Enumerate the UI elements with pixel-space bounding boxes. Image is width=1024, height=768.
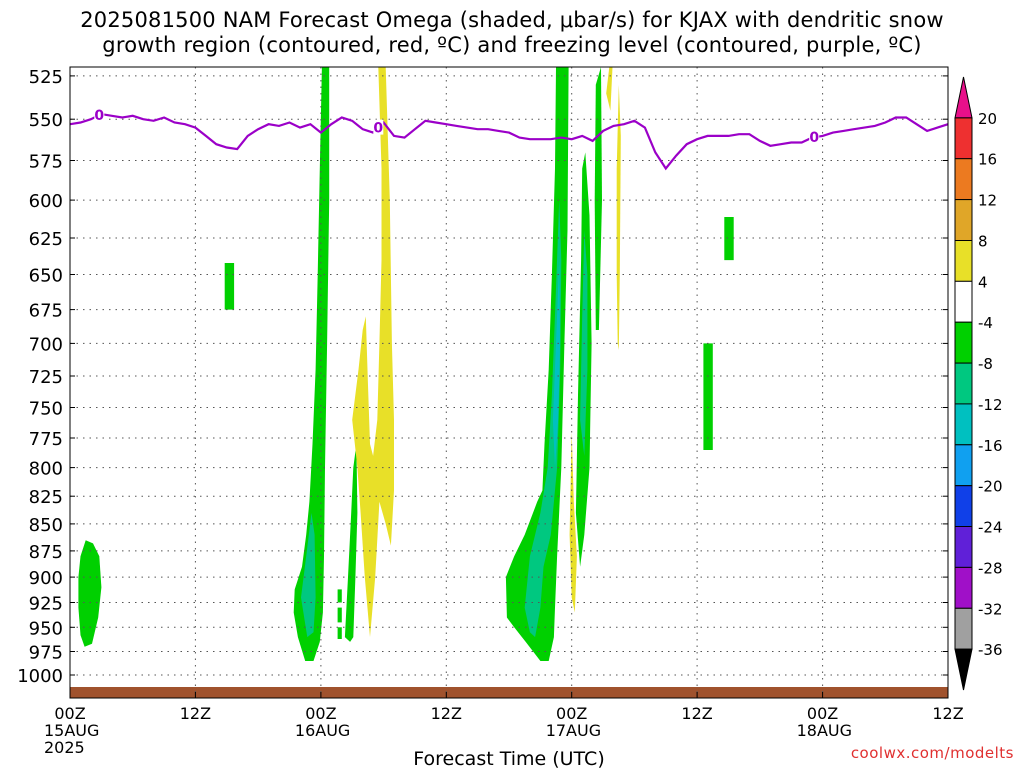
- legend-band-3: [954, 199, 973, 242]
- contour-label-bg: [809, 129, 820, 145]
- y-tick-label: 825: [29, 487, 63, 508]
- legend-label: -12: [978, 396, 1003, 414]
- x-tick-label: 00Z: [556, 704, 587, 723]
- legend-label: 8: [978, 233, 988, 251]
- title-line-2: growth region (contoured, red, ºC) and f…: [102, 33, 922, 57]
- legend-label: 12: [978, 192, 997, 210]
- x-tick-label: 2025: [44, 738, 85, 757]
- y-tick-label: 750: [29, 399, 63, 420]
- x-tick-label: 12Z: [932, 704, 963, 723]
- omega-region-9: [505, 67, 569, 661]
- x-tick-label: 12Z: [431, 704, 462, 723]
- legend-band-6: [954, 321, 973, 364]
- omega-region-4: [337, 589, 342, 603]
- legend-band-13: [954, 607, 973, 650]
- y-axis: 525 550 575 600 625 650 675 700 725 750 775 800 825 8…: [17, 67, 948, 687]
- x-tick-label: 15AUG: [44, 721, 99, 740]
- y-tick-label: 525: [29, 67, 63, 88]
- x-tick-label: 18AUG: [797, 721, 852, 740]
- y-tick-label: 775: [29, 429, 63, 450]
- freezing-level-line: [70, 112, 948, 171]
- freezing-level-label: 0: [373, 121, 383, 137]
- legend-band-5: [954, 280, 973, 323]
- x-tick-label: 00Z: [807, 704, 838, 723]
- legend-label: -20: [978, 478, 1003, 496]
- omega-region-11: [552, 260, 561, 468]
- y-tick-label: 575: [29, 152, 63, 173]
- y-tick-label: 900: [29, 568, 63, 589]
- omega-region-19: [703, 343, 713, 450]
- y-tick-label: 950: [29, 618, 63, 639]
- x-tick-label: 16AUG: [295, 721, 350, 740]
- ground-layer: [70, 687, 948, 698]
- omega-region-16: [606, 67, 613, 111]
- freezing-level-label: 0: [809, 130, 819, 146]
- y-tick-label: 850: [29, 515, 63, 536]
- x-tick-label: 12Z: [180, 704, 211, 723]
- omega-region-7: [344, 444, 358, 642]
- omega-region-3: [301, 512, 316, 638]
- credit-text: coolwx.com/modelts: [850, 744, 1014, 762]
- contour-label-bg: [373, 119, 384, 135]
- legend-band-4: [954, 240, 973, 282]
- omega-region-5: [337, 607, 342, 623]
- y-tick-label: 1000: [17, 666, 63, 687]
- legend-band-12: [954, 566, 973, 609]
- legend-label: 16: [978, 151, 997, 169]
- legend-label: -32: [978, 600, 1003, 618]
- y-tick-label: 700: [29, 334, 63, 355]
- omega-region-0: [78, 540, 102, 647]
- omega-region-8: [352, 67, 394, 638]
- legend-band-11: [954, 526, 973, 568]
- plot-frame: [69, 66, 949, 699]
- legend-label: -8: [978, 355, 993, 373]
- legend-band-9: [954, 444, 973, 487]
- legend-label: -36: [978, 641, 1003, 659]
- x-tick-label: 00Z: [305, 704, 336, 723]
- legend-band-1: [954, 117, 973, 160]
- y-tick-label: 675: [29, 301, 63, 322]
- y-tick-label: 650: [29, 266, 63, 287]
- legend-label: -28: [978, 559, 1003, 577]
- grid-layer: [70, 67, 948, 698]
- omega-region-2: [293, 67, 330, 661]
- ground-strip: [70, 687, 948, 698]
- x-tick-label: 00Z: [54, 704, 85, 723]
- legend-label: 4: [978, 273, 988, 291]
- omega-shading-layer: [78, 67, 734, 661]
- x-tick-label: 17AUG: [546, 721, 601, 740]
- chart-title: 2025081500 NAM Forecast Omega (shaded, μ…: [0, 8, 1024, 58]
- legend-band-2: [954, 158, 973, 201]
- legend-label: 20: [978, 110, 997, 128]
- y-tick-label: 725: [29, 367, 63, 388]
- x-axis-label: Forecast Time (UTC): [413, 748, 604, 768]
- title-line-1: 2025081500 NAM Forecast Omega (shaded, μ…: [80, 8, 944, 32]
- legend-label: -16: [978, 437, 1003, 455]
- y-tick-label: 600: [29, 191, 63, 212]
- x-tick-label: 12Z: [681, 704, 712, 723]
- legend-label: -24: [978, 519, 1003, 537]
- legend-band-0: [954, 76, 973, 119]
- omega-region-17: [616, 84, 621, 350]
- y-tick-label: 975: [29, 643, 63, 664]
- contour-label-bg: [94, 107, 105, 123]
- legend-label: -4: [978, 314, 993, 332]
- freezing-level-label: 0: [94, 108, 104, 124]
- y-tick-label: 625: [29, 229, 63, 250]
- legend-band-8: [954, 403, 973, 446]
- omega-region-18: [724, 217, 734, 261]
- y-tick-label: 875: [29, 542, 63, 563]
- y-tick-label: 925: [29, 594, 63, 615]
- freezing-level-layer: 0 0 0: [70, 107, 948, 171]
- legend-band-7: [954, 362, 973, 405]
- color-legend: 20 16 12 8 4 -4 -8 -12 -16 -20 -24 -28 -32 -36: [954, 76, 1003, 691]
- legend-band-10: [954, 485, 973, 528]
- legend-band-14: [954, 648, 973, 691]
- y-tick-label: 800: [29, 459, 63, 480]
- omega-region-6: [337, 627, 342, 639]
- omega-region-1: [224, 263, 235, 310]
- y-tick-label: 550: [29, 110, 63, 131]
